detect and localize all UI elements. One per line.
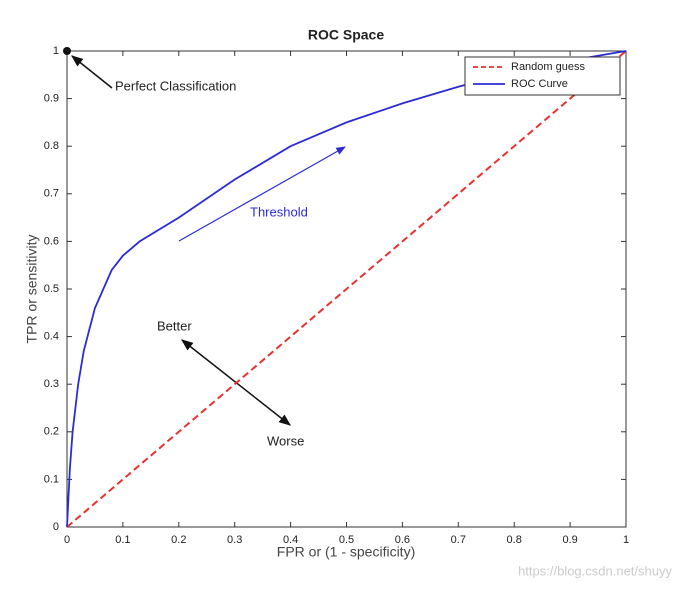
y-tick-label: 0.1: [44, 473, 59, 485]
x-tick-label: 0.4: [283, 534, 298, 546]
y-tick-label: 0.8: [44, 140, 59, 152]
line-series: [66, 50, 627, 528]
annotation: Better: [157, 318, 192, 333]
y-axis-label: TPR or sensitivity: [24, 235, 40, 344]
legend-label: Random guess: [511, 61, 585, 73]
x-tick-label: 0: [64, 534, 70, 546]
x-tick-label: 0.7: [451, 534, 466, 546]
annotation: Worse: [267, 433, 304, 448]
x-tick-label: 0.5: [339, 534, 354, 546]
y-tick-label: 0.9: [44, 93, 59, 105]
legend-box: [464, 56, 621, 96]
y-tick-label: 0: [53, 521, 59, 533]
highlight-point: [63, 47, 71, 55]
y-tick-label: 0.6: [44, 235, 59, 247]
annotation-arrow: [178, 146, 346, 242]
x-tick-label: 1: [623, 534, 629, 546]
y-tick-label: 0.4: [44, 331, 59, 343]
watermark: https://blog.csdn.net/shuyy: [518, 563, 672, 578]
annotation: Perfect Classification: [115, 78, 236, 93]
y-tick-label: 0.2: [44, 426, 59, 438]
x-tick-label: 0.2: [171, 534, 186, 546]
chart-title: ROC Space: [308, 27, 384, 43]
x-tick-label: 0.1: [115, 534, 130, 546]
x-tick-label: 0.6: [395, 534, 410, 546]
y-tick-label: 0.5: [44, 283, 59, 295]
y-tick-label: 0.7: [44, 188, 59, 200]
annotation-arrow: [71, 55, 113, 89]
x-tick-label: 0.8: [507, 534, 522, 546]
y-tick-label: 1: [53, 45, 59, 57]
y-tick-label: 0.3: [44, 378, 59, 390]
x-tick-label: 0.9: [562, 534, 577, 546]
annotation: Threshold: [250, 204, 308, 219]
legend-label: ROC Curve: [511, 78, 568, 90]
x-tick-label: 0.3: [227, 534, 242, 546]
x-axis-label: FPR or (1 - specificity): [277, 544, 415, 560]
